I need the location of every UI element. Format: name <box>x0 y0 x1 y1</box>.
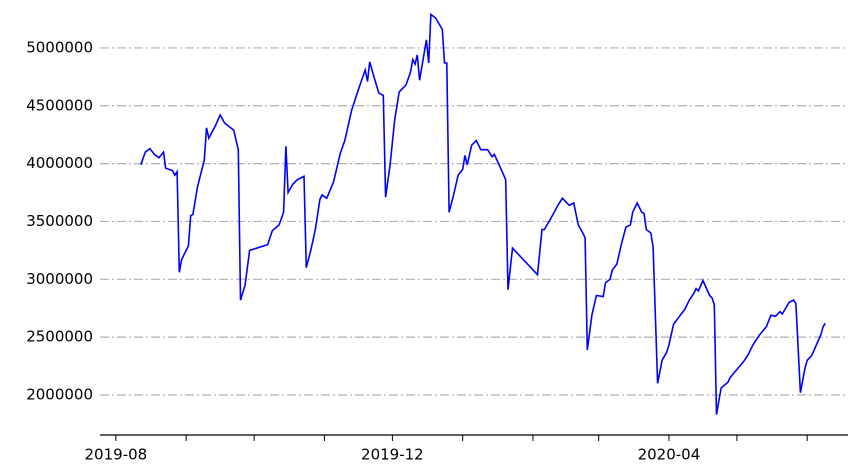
y-tick-label: 5000000 <box>26 38 93 56</box>
y-tick-label: 3500000 <box>26 212 93 230</box>
x-tick-label: 2019-12 <box>361 446 424 464</box>
y-tick-label: 4500000 <box>26 96 93 114</box>
y-tick-label: 3000000 <box>26 270 93 288</box>
line-series <box>140 12 826 415</box>
y-tick-label: 2500000 <box>26 328 93 346</box>
y-tick-label: 2000000 <box>26 385 93 403</box>
y-tick-label: 4000000 <box>26 154 93 172</box>
x-tick-label: 2020-04 <box>638 446 701 464</box>
x-tick-label: 2019-08 <box>85 446 148 464</box>
